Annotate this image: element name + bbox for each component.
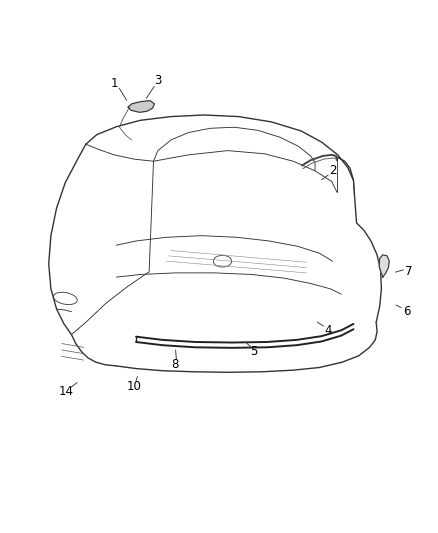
Text: 4: 4 [325, 324, 332, 337]
Text: 3: 3 [154, 74, 162, 87]
Text: 14: 14 [59, 385, 74, 398]
Text: 2: 2 [329, 164, 336, 177]
Text: 10: 10 [127, 379, 141, 393]
Text: 8: 8 [172, 358, 179, 372]
Text: 1: 1 [110, 77, 118, 90]
Text: 5: 5 [250, 345, 258, 358]
Polygon shape [379, 255, 389, 277]
Text: 6: 6 [403, 305, 410, 318]
Text: 7: 7 [405, 265, 413, 278]
Polygon shape [128, 101, 154, 112]
